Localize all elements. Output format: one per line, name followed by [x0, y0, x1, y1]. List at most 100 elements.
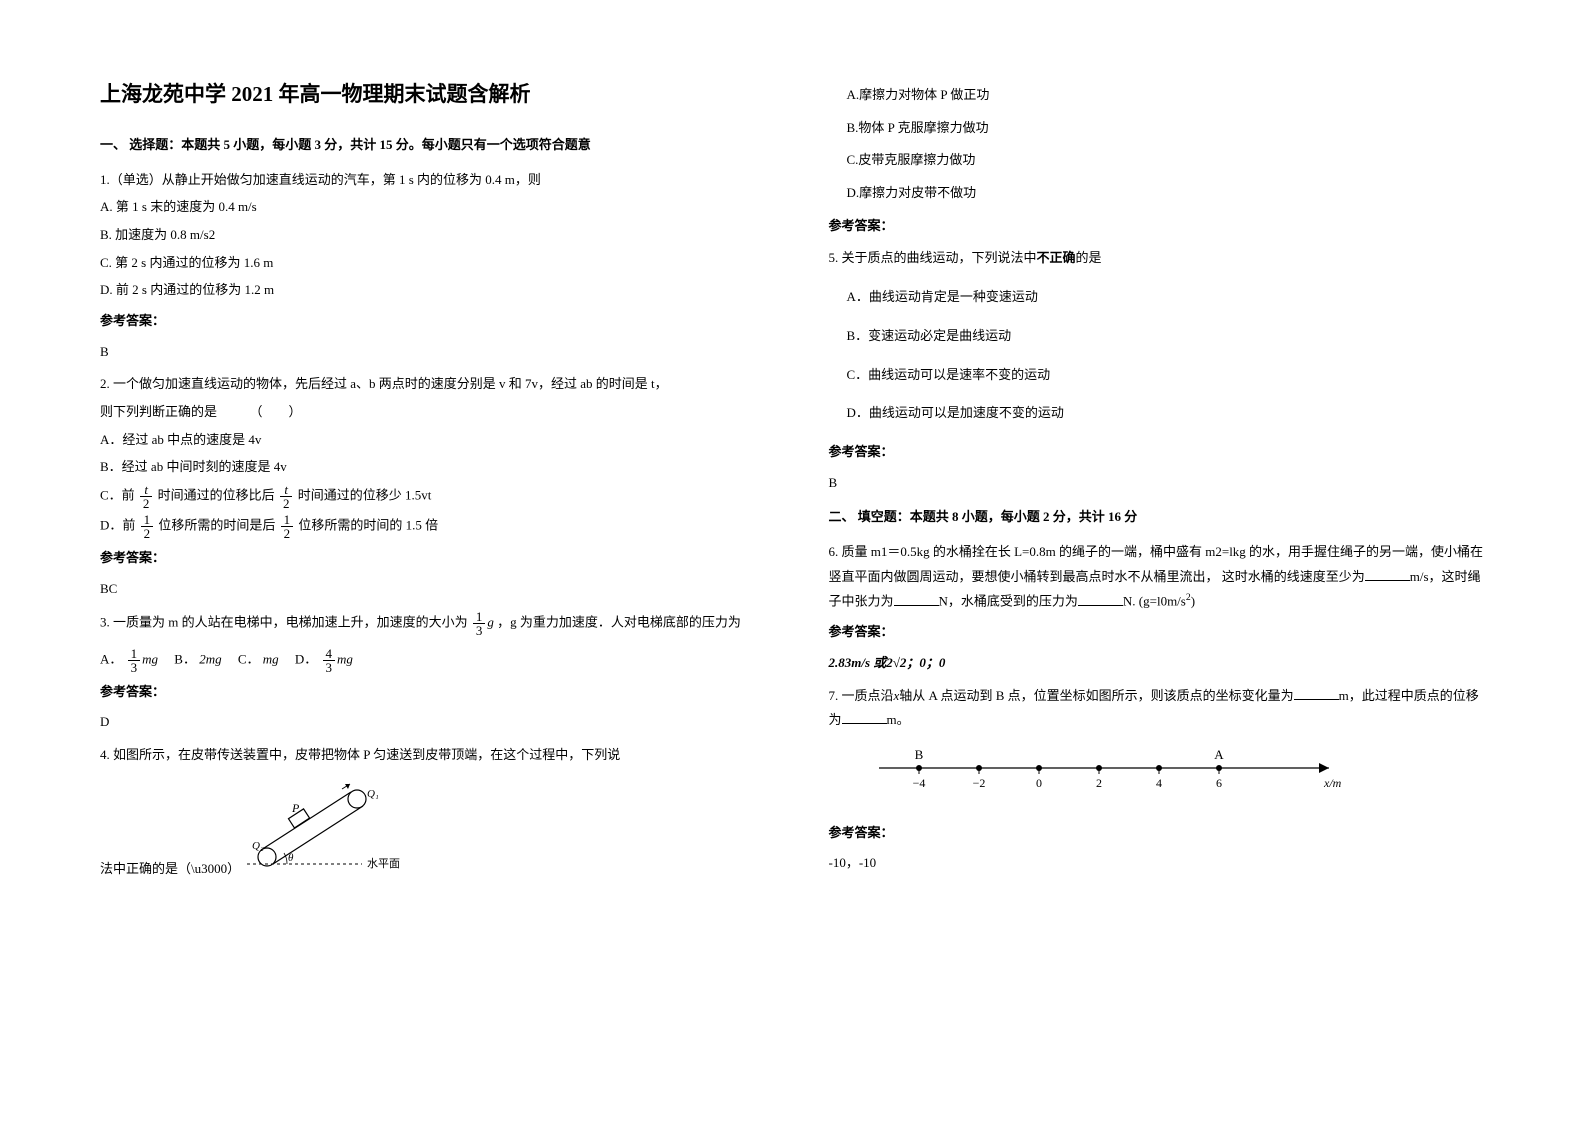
q2-d-mid: 位移所需的时间是后	[158, 518, 275, 533]
q2-stem1: 2. 一个做匀加速直线运动的物体，先后经过 a、b 两点时的速度分别是 v 和 …	[100, 372, 759, 397]
question-1: 1.（单选）从静止开始做匀加速直线运动的汽车，第 1 s 内的位移为 0.4 m…	[100, 168, 759, 365]
q3-b-val: 2mg	[199, 651, 221, 666]
fraction-1-3: 13	[128, 647, 141, 674]
q2-c-mid: 时间通过的位移比后	[158, 488, 275, 503]
number-line-diagram: −4 −2 0 2 4 6 B A x/m	[869, 745, 1488, 809]
q2-ans-label: 参考答案：	[100, 546, 759, 571]
left-column: 上海龙苑中学 2021 年高一物理期末试题含解析 一、 选择题：本题共 5 小题…	[100, 75, 759, 1047]
question-4: 4. 如图所示，在皮带传送装置中，皮带把物体 P 匀速送到皮带顶端，在这个过程中…	[100, 743, 759, 882]
q5-stem: 5. 关于质点的曲线运动，下列说法中不正确的是	[829, 246, 1488, 271]
fraction-1-2: 12	[141, 513, 154, 540]
q2-opt-d: D．前 12 位移所需的时间是后 12 位移所需的时间的 1.5 倍	[100, 513, 759, 540]
q5-ans-label: 参考答案：	[829, 440, 1488, 465]
q1-opt-a: A. 第 1 s 末的速度为 0.4 m/s	[100, 195, 759, 220]
q5-ans: B	[829, 471, 1488, 496]
q6-stem: 6. 质量 m1＝0.5kg 的水桶拴在长 L=0.8m 的绳子的一端，桶中盛有…	[829, 540, 1488, 614]
q7-mid: 轴从 A 点运动到 B 点，位置坐标如图所示，则该质点的坐标变化量为	[899, 688, 1293, 703]
tick-4: 4	[1156, 776, 1162, 790]
q2-opt-c: C．前 t2 时间通过的位移比后 t2 时间通过的位移少 1.5vt	[100, 483, 759, 510]
label-a: A	[1214, 747, 1224, 762]
q7-ans: -10，-10	[829, 851, 1488, 876]
q4-opt-a: A.摩擦力对物体 P 做正功	[847, 83, 1488, 108]
q4-stem-tail: 法中正确的是（\u3000）	[100, 857, 240, 882]
q6-s5: )	[1191, 594, 1195, 609]
page-title: 上海龙苑中学 2021 年高一物理期末试题含解析	[100, 75, 759, 115]
question-6: 6. 质量 m1＝0.5kg 的水桶拴在长 L=0.8m 的绳子的一端，桶中盛有…	[829, 540, 1488, 676]
blank	[842, 711, 887, 724]
fraction-t-2: t2	[140, 483, 153, 510]
tick-6: 6	[1216, 776, 1222, 790]
q6-s3: N，水桶底受到的压力为	[939, 594, 1078, 609]
q4-ans-label: 参考答案：	[829, 214, 1488, 239]
q4-opt-b: B.物体 P 克服摩擦力做功	[847, 116, 1488, 141]
q3-options: A． 13mg B． 2mg C． mg D． 43mg	[100, 647, 759, 674]
q5-stem-post: 的是	[1076, 250, 1102, 265]
q5-stem-bold: 不正确	[1037, 250, 1076, 265]
fraction-4-3: 43	[323, 647, 336, 674]
q2-opt-b: B．经过 ab 中间时刻的速度是 4v	[100, 455, 759, 480]
q6-s4: N. (g=l0m/s	[1123, 594, 1186, 609]
q3-b: B．	[174, 651, 196, 666]
tick--2: −2	[972, 776, 985, 790]
tick-2: 2	[1096, 776, 1102, 790]
q6-ans: 2.83m/s 或2√2；0；0	[829, 651, 1488, 676]
label-xm: x/m	[1323, 776, 1342, 790]
label-q1: Q₁	[367, 788, 379, 800]
q3-ans: D	[100, 710, 759, 735]
label-ground: 水平面	[367, 857, 400, 870]
q7-post: m。	[887, 712, 910, 727]
q2-opt-a: A．经过 ab 中点的速度是 4v	[100, 428, 759, 453]
q1-stem: 1.（单选）从静止开始做匀加速直线运动的汽车，第 1 s 内的位移为 0.4 m…	[100, 168, 759, 193]
fraction-1-3-g: 13	[473, 610, 486, 637]
q1-opt-b: B. 加速度为 0.8 m/s2	[100, 223, 759, 248]
tick-0: 0	[1036, 776, 1042, 790]
blank	[1078, 593, 1123, 606]
blank	[894, 593, 939, 606]
q2-c-pre: C．前	[100, 488, 135, 503]
q3-c-val: mg	[263, 651, 279, 666]
fraction-1-2: 12	[281, 513, 294, 540]
q3-stem-pre: 3. 一质量为 m 的人站在电梯中，电梯加速上升，加速度的大小为	[100, 614, 468, 629]
fraction-t-2: t2	[280, 483, 293, 510]
q7-stem: 7. 一质点沿x轴从 A 点运动到 B 点，位置坐标如图所示，则该质点的坐标变化…	[829, 684, 1488, 733]
mg-symbol: mg	[142, 651, 158, 666]
q5-opt-a: A．曲线运动肯定是一种变速运动	[829, 285, 1488, 310]
q1-opt-c: C. 第 2 s 内通过的位移为 1.6 m	[100, 251, 759, 276]
q1-ans-label: 参考答案：	[100, 309, 759, 334]
question-7: 7. 一质点沿x轴从 A 点运动到 B 点，位置坐标如图所示，则该质点的坐标变化…	[829, 684, 1488, 876]
q3-stem-post: ，g 为重力加速度．人对电梯底部的压力为	[497, 614, 741, 629]
q2-d-pre: D．前	[100, 518, 135, 533]
question-4-options: A.摩擦力对物体 P 做正功 B.物体 P 克服摩擦力做功 C.皮带克服摩擦力做…	[829, 83, 1488, 206]
q2-stem2: 则下列判断正确的是 （ ）	[100, 400, 759, 425]
q4-opt-d: D.摩擦力对皮带不做功	[847, 181, 1488, 206]
g-symbol: g	[487, 614, 494, 629]
question-3: 3. 一质量为 m 的人站在电梯中，电梯加速上升，加速度的大小为 13g ，g …	[100, 610, 759, 735]
q2-d-post: 位移所需的时间的 1.5 倍	[298, 518, 438, 533]
q7-pre: 7. 一质点沿	[829, 688, 894, 703]
q3-stem: 3. 一质量为 m 的人站在电梯中，电梯加速上升，加速度的大小为 13g ，g …	[100, 610, 759, 637]
q4-opt-c: C.皮带克服摩擦力做功	[847, 148, 1488, 173]
q6-ans-label: 参考答案：	[829, 620, 1488, 645]
q1-opt-d: D. 前 2 s 内通过的位移为 1.2 m	[100, 278, 759, 303]
question-2: 2. 一个做匀加速直线运动的物体，先后经过 a、b 两点时的速度分别是 v 和 …	[100, 372, 759, 601]
q5-opt-b: B．变速运动必定是曲线运动	[829, 324, 1488, 349]
section1-head: 一、 选择题：本题共 5 小题，每小题 3 分，共计 15 分。每小题只有一个选…	[100, 133, 759, 158]
q2-c-post: 时间通过的位移少 1.5vt	[298, 488, 432, 503]
conveyor-diagram: P Q₁ Q₂ θ 水平面	[242, 779, 412, 874]
q3-c: C．	[238, 651, 260, 666]
section2-head: 二、 填空题：本题共 8 小题，每小题 2 分，共计 16 分	[829, 505, 1488, 530]
q3-ans-label: 参考答案：	[100, 680, 759, 705]
q2-ans: BC	[100, 577, 759, 602]
mg-symbol: mg	[337, 651, 353, 666]
q1-ans: B	[100, 340, 759, 365]
right-column: A.摩擦力对物体 P 做正功 B.物体 P 克服摩擦力做功 C.皮带克服摩擦力做…	[829, 75, 1488, 1047]
question-5: 5. 关于质点的曲线运动，下列说法中不正确的是 A．曲线运动肯定是一种变速运动 …	[829, 246, 1488, 495]
q3-d: D．	[295, 651, 317, 666]
q5-opt-c: C．曲线运动可以是速率不变的运动	[829, 363, 1488, 388]
q5-opt-d: D．曲线运动可以是加速度不变的运动	[829, 401, 1488, 426]
blank	[1294, 687, 1339, 700]
q7-ans-label: 参考答案：	[829, 821, 1488, 846]
label-p: P	[291, 801, 300, 815]
label-q2: Q₂	[252, 840, 264, 852]
tick--4: −4	[912, 776, 925, 790]
